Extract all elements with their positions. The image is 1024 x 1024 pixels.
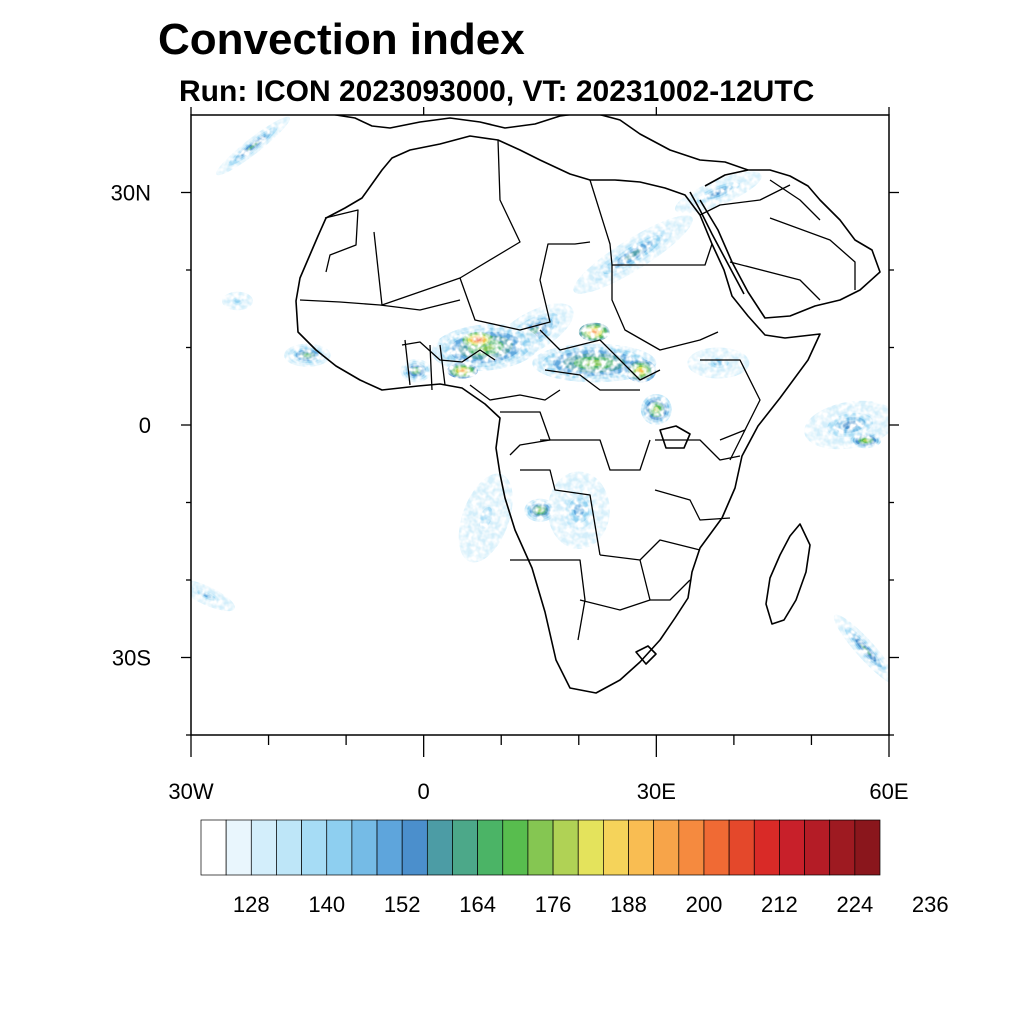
convection-cell	[850, 432, 882, 449]
colorbar-swatch	[225, 819, 252, 876]
colorbar-label: 188	[610, 892, 647, 917]
red-sea-outline	[689, 191, 745, 295]
convection-contour	[583, 359, 605, 367]
convection-cell	[833, 614, 889, 685]
colorbar: 128 140 152 164 176 188 200 212 224 236	[200, 819, 949, 917]
axis-ticks	[181, 107, 899, 757]
colorbar-swatch	[552, 819, 579, 876]
colorbar-swatch	[351, 819, 378, 876]
convection-contour	[638, 368, 644, 373]
colorbar-swatch	[502, 819, 529, 876]
coastlines-borders	[295, 115, 881, 694]
map-background	[191, 115, 889, 735]
convection-contour	[573, 503, 584, 517]
convection-cell	[222, 291, 254, 311]
europe-coastline	[331, 115, 749, 171]
colorbar-swatch	[452, 819, 478, 876]
convection-field	[191, 116, 889, 685]
africa-coastline	[295, 135, 821, 694]
colorbar-swatch	[753, 819, 780, 876]
colorbar-swatch	[477, 819, 504, 876]
colorbar-swatch	[728, 819, 755, 876]
convection-cell	[578, 322, 610, 342]
madagascar-coastline	[765, 523, 811, 625]
lat-tick-label: 30N	[111, 181, 151, 206]
colorbar-swatch	[829, 819, 856, 876]
country-borders	[299, 139, 856, 641]
colorbar-swatch	[200, 819, 227, 876]
convection-contour	[246, 141, 260, 151]
convection-contour	[713, 360, 724, 366]
colorbar-swatch	[527, 819, 554, 876]
convection-cell	[458, 473, 513, 563]
colorbar-label: 164	[459, 892, 496, 917]
convection-contour	[623, 247, 644, 262]
colorbar-swatch	[326, 819, 353, 876]
convection-contour	[863, 439, 869, 442]
colorbar-swatch	[678, 819, 705, 876]
convection-cell	[400, 359, 432, 383]
colorbar-swatch	[628, 819, 655, 876]
convection-contour	[303, 353, 312, 358]
colorbar-swatch	[854, 819, 881, 876]
colorbar-label: 140	[308, 892, 345, 917]
colorbar-swatch	[577, 819, 604, 876]
colorbar-label: 212	[761, 892, 798, 917]
map-subtitle: Run: ICON 2023093000, VT: 20231002-12UTC	[179, 75, 814, 108]
lon-tick-label: 0	[418, 779, 430, 804]
colorbar-swatch	[804, 819, 831, 876]
colorbar-swatch	[779, 819, 805, 876]
colorbar-label: 200	[686, 892, 723, 917]
colorbar-label: 224	[836, 892, 873, 917]
convection-contour	[201, 592, 212, 599]
convection-contour	[860, 643, 872, 656]
convection-cell	[216, 116, 291, 176]
convection-cell	[462, 332, 494, 348]
map-area: 30N 0 30S 30W 0 30E 60E	[111, 107, 909, 804]
convection-cell	[687, 347, 750, 379]
convection-contour	[591, 330, 597, 334]
convection-contour	[475, 338, 481, 342]
lat-tick-label: 30S	[112, 646, 151, 671]
convection-contour	[653, 406, 659, 413]
lake-victoria	[659, 425, 691, 449]
south-africa-enclave	[635, 645, 657, 665]
colorbar-swatch	[301, 819, 328, 876]
colorbar-swatch	[276, 819, 302, 876]
lat-tick-label: 0	[139, 413, 151, 438]
convection-contour	[711, 189, 726, 196]
arabia-coastline	[699, 169, 881, 319]
convection-contour	[537, 508, 543, 513]
colorbar-swatch	[426, 819, 453, 876]
convection-cell	[524, 498, 556, 522]
colorbar-swatch	[376, 819, 403, 876]
colorbar-swatch	[401, 819, 428, 876]
colorbar-label: 128	[233, 892, 270, 917]
convection-cell	[191, 579, 235, 612]
convection-contour	[842, 420, 858, 430]
convection-cell	[573, 215, 693, 294]
colorbar-label: 152	[384, 892, 421, 917]
map-title: Convection index	[158, 15, 525, 64]
colorbar-swatch	[603, 819, 629, 876]
convection-contour	[413, 368, 419, 373]
convection-contour	[478, 506, 493, 530]
colorbar-label: 176	[535, 892, 572, 917]
colorbar-label: 236	[912, 892, 949, 917]
colorbar-swatch	[250, 819, 277, 876]
lon-tick-label: 30E	[637, 779, 676, 804]
convection-cell	[640, 394, 672, 425]
convection-cell	[625, 359, 657, 383]
axis-labels: 30N 0 30S 30W 0 30E 60E	[111, 181, 909, 805]
convection-contour	[234, 299, 241, 303]
lon-tick-label: 60E	[869, 779, 908, 804]
colorbar-swatch	[653, 819, 680, 876]
colorbar-swatch	[703, 819, 730, 876]
convection-contour	[459, 369, 466, 373]
lon-tick-label: 30W	[168, 779, 213, 804]
convection-cell	[547, 471, 610, 549]
convection-cell	[446, 363, 478, 379]
